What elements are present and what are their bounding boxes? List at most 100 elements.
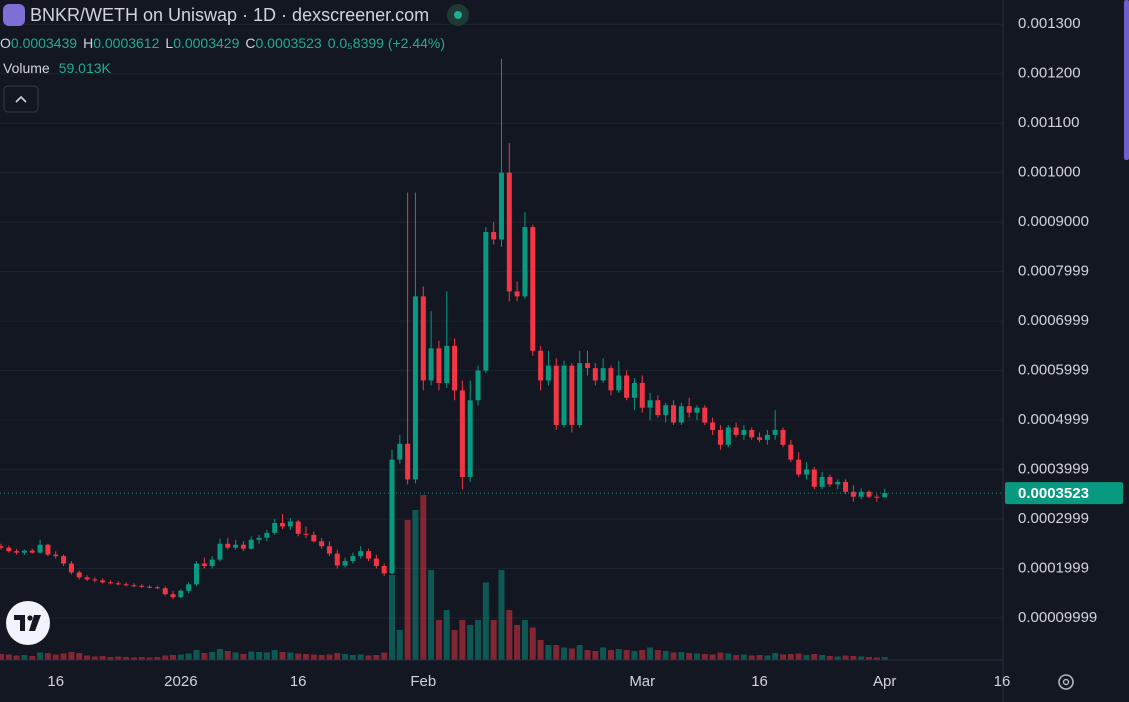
volume-bar xyxy=(216,649,223,660)
settings-button[interactable] xyxy=(1058,674,1074,690)
volume-bar xyxy=(748,655,755,660)
candle-body xyxy=(811,469,817,487)
volume-bar xyxy=(866,657,873,660)
y-tick-label: 0.001300 xyxy=(1018,15,1081,32)
volume-bar xyxy=(52,654,59,660)
candle-body xyxy=(592,368,598,381)
candle-body xyxy=(61,556,67,564)
volume-bar xyxy=(443,610,450,660)
candle-body xyxy=(280,522,286,527)
candle-body xyxy=(334,553,340,566)
x-tick-label: 16 xyxy=(751,673,768,690)
chevron-icon[interactable] xyxy=(15,95,27,103)
volume-bar xyxy=(44,653,51,660)
candle-body xyxy=(366,551,372,559)
collapse-button[interactable] xyxy=(3,85,39,113)
candle-body xyxy=(757,437,763,440)
volume-bar xyxy=(263,652,270,660)
title-row: BNKR/WETH on Uniswap · 1D · dexscreener.… xyxy=(0,3,470,27)
candle-body xyxy=(178,590,184,598)
volume-bar xyxy=(701,654,708,660)
volume-bar xyxy=(686,653,693,660)
volume-bar xyxy=(459,620,466,660)
volume-bar xyxy=(248,651,255,660)
legend-change: 0.0₅8399 (+2.44%) xyxy=(327,35,446,51)
logo-circle[interactable] xyxy=(6,601,50,645)
volume-bar xyxy=(678,652,685,660)
legend-value: 59.013K xyxy=(58,60,111,76)
volume-bar xyxy=(482,582,489,660)
candle-body xyxy=(717,429,723,445)
y-tick-label: 0.0007999 xyxy=(1018,263,1089,280)
candle-body xyxy=(882,493,888,498)
candle-body xyxy=(264,532,270,538)
candle-body xyxy=(624,375,630,398)
candle-body xyxy=(874,496,880,498)
volume-bar xyxy=(693,653,700,660)
candle-body xyxy=(694,407,700,413)
candle-body xyxy=(850,491,856,497)
candle-body xyxy=(194,563,199,585)
volume-bar xyxy=(0,654,4,660)
volume-bar xyxy=(318,655,325,660)
volume-bar xyxy=(287,652,294,660)
candle-body xyxy=(45,544,51,555)
button-frame[interactable] xyxy=(3,85,39,113)
last-price-label: 0.0003523 xyxy=(1018,485,1089,502)
volume-bar xyxy=(881,657,888,660)
volume-bar xyxy=(467,625,474,660)
y-tick-label: 0.001000 xyxy=(1018,164,1081,181)
candle-body xyxy=(545,365,551,381)
volume-bar xyxy=(84,655,91,660)
legend-value: 0.0003439 xyxy=(10,35,78,51)
candle-body xyxy=(389,459,395,574)
volume-bar xyxy=(709,654,716,660)
volume-bar xyxy=(76,653,83,660)
volume-bar xyxy=(623,650,630,660)
candle-body xyxy=(608,368,614,391)
logo-mark[interactable] xyxy=(29,615,41,631)
candle-body xyxy=(287,521,293,527)
volume-bar xyxy=(514,625,521,660)
volume-bar xyxy=(498,570,505,660)
candle-body xyxy=(725,427,731,445)
ohlc-legend: O 0.0003439 H 0.0003612 L 0.0003429 C 0.… xyxy=(0,33,451,53)
volume-bar xyxy=(631,651,638,660)
volume-bar xyxy=(389,575,395,660)
volume-bar xyxy=(256,652,263,660)
volume-bar xyxy=(295,653,302,660)
settings-icon[interactable] xyxy=(1062,678,1070,686)
y-tick-label: 0.0003999 xyxy=(1018,461,1089,478)
candle-body xyxy=(107,582,113,584)
legend-label: C xyxy=(245,35,256,51)
legend-label: O xyxy=(0,35,11,51)
legend-value: 0.0003429 xyxy=(173,35,240,51)
volume-bar xyxy=(834,656,841,660)
settings-icon[interactable] xyxy=(1058,674,1074,690)
candle-body xyxy=(663,405,669,416)
status-dot[interactable] xyxy=(447,4,470,26)
volume-bar xyxy=(740,654,747,660)
volume-bar xyxy=(412,510,419,660)
volume-bar xyxy=(850,656,857,660)
candle-body xyxy=(170,594,176,598)
volume-bar xyxy=(154,657,161,660)
candle-body xyxy=(405,443,411,480)
candle-body xyxy=(37,544,43,553)
logo-mark[interactable] xyxy=(27,615,33,621)
tradingview-logo[interactable] xyxy=(6,601,50,645)
volume-bar xyxy=(130,657,137,660)
candle-body xyxy=(561,365,567,425)
volume-bar xyxy=(342,654,349,660)
logo-mark[interactable] xyxy=(14,615,25,631)
legend-label: H xyxy=(83,35,94,51)
volume-bar xyxy=(232,652,239,660)
volume-bar xyxy=(201,653,208,660)
volume-bar xyxy=(451,630,458,660)
y-tick-label: 0.0004999 xyxy=(1018,411,1089,428)
candle-body xyxy=(123,584,129,586)
volume-bar xyxy=(177,654,184,660)
y-tick-label: 0.00009999 xyxy=(1018,609,1097,626)
candle-body xyxy=(796,459,802,475)
